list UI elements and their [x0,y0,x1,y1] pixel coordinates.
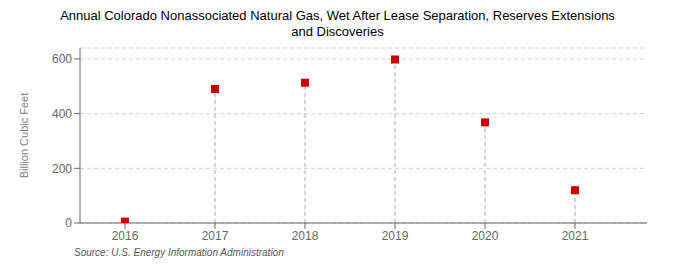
svg-text:2017: 2017 [202,229,229,243]
svg-text:2020: 2020 [472,229,499,243]
svg-text:Billion Cubic Feet: Billion Cubic Feet [18,93,30,179]
svg-text:400: 400 [52,107,72,121]
svg-text:600: 600 [52,52,72,66]
svg-text:2021: 2021 [562,229,589,243]
svg-text:2019: 2019 [382,229,409,243]
html-text:Annual Colorado Nonassociated: Annual Colorado Nonassociated Natural Ga… [60,8,615,23]
html-text:and Discoveries: and Discoveries [291,24,384,39]
svg-text:2018: 2018 [292,229,319,243]
svg-text:2016: 2016 [112,229,139,243]
svg-text:0: 0 [65,216,72,230]
html-text:Source: U.S. Energy Informatio: Source: U.S. Energy Information Administ… [74,247,284,258]
svg-text:200: 200 [52,162,72,176]
